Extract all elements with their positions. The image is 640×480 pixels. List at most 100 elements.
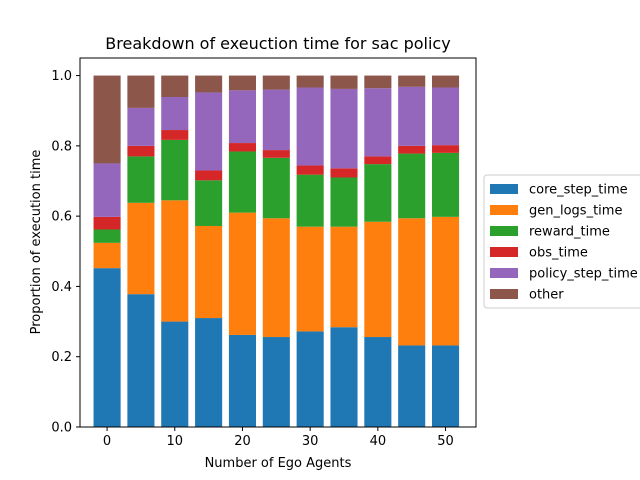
- bar-segment-obs_time-x30: [296, 165, 324, 175]
- legend-label-other: other: [529, 288, 564, 303]
- bar-segment-gen_logs_time-x45: [398, 218, 426, 346]
- bar-segment-reward_time-x5: [127, 156, 155, 203]
- bar-segment-other-x25: [262, 75, 290, 90]
- legend-label-policy_step_time: policy_step_time: [529, 267, 638, 282]
- bar-segment-core_step_time-x20: [228, 334, 256, 427]
- bar-segment-obs_time-x0: [93, 216, 121, 230]
- x-tick-label: 50: [437, 434, 454, 449]
- bar-segment-reward_time-x35: [330, 177, 358, 227]
- bar-segment-other-x20: [228, 75, 256, 91]
- bar-segment-reward_time-x10: [161, 139, 189, 201]
- legend-swatch-other: [490, 289, 518, 299]
- bar-segment-core_step_time-x35: [330, 327, 358, 427]
- bar-segment-gen_logs_time-x20: [228, 212, 256, 335]
- bar-segment-policy_step_time-x30: [296, 87, 324, 166]
- legend-label-gen_logs_time: gen_logs_time: [529, 204, 622, 219]
- bar-segment-reward_time-x45: [398, 153, 426, 219]
- bar-segment-other-x40: [364, 75, 392, 89]
- bar-segment-obs_time-x10: [161, 130, 189, 140]
- bar-segment-reward_time-x25: [262, 157, 290, 219]
- legend-swatch-reward_time: [490, 226, 518, 236]
- bar-segment-core_step_time-x45: [398, 345, 426, 427]
- bar-segment-obs_time-x5: [127, 145, 155, 157]
- bar-segment-gen_logs_time-x0: [93, 242, 121, 269]
- plot-frame: [79, 57, 477, 428]
- bar-segment-core_step_time-x10: [161, 321, 189, 427]
- y-tick-label: 0.8: [51, 139, 72, 154]
- legend-label-obs_time: obs_time: [529, 246, 588, 261]
- legend-swatch-core_step_time: [490, 184, 518, 194]
- bar-segment-obs_time-x40: [364, 156, 392, 165]
- y-axis-ticks: 0.0 0.2 0.4 0.6 0.8 1.0: [51, 69, 80, 436]
- bar-segment-reward_time-x30: [296, 174, 324, 227]
- bar-segment-core_step_time-x5: [127, 294, 155, 427]
- legend-swatch-policy_step_time: [490, 268, 518, 278]
- bar-segment-other-x35: [330, 75, 358, 89]
- legend-label-core_step_time: core_step_time: [529, 183, 628, 198]
- bar-segment-obs_time-x50: [432, 145, 460, 153]
- bar-segment-core_step_time-x0: [93, 268, 121, 427]
- bar-segment-obs_time-x20: [228, 143, 256, 152]
- bar-segment-gen_logs_time-x35: [330, 226, 358, 328]
- bar-segment-other-x5: [127, 75, 155, 108]
- y-tick-label: 1.0: [51, 69, 72, 84]
- bar-segment-other-x45: [398, 75, 426, 87]
- x-axis-label: Number of Ego Agents: [205, 456, 352, 471]
- bar-segment-policy_step_time-x20: [228, 90, 256, 144]
- bar-segment-gen_logs_time-x5: [127, 202, 155, 295]
- legend-box: [483, 174, 640, 309]
- bar-segment-gen_logs_time-x30: [296, 226, 324, 332]
- x-tick-label: 20: [234, 434, 251, 449]
- bar-segment-policy_step_time-x15: [195, 92, 223, 171]
- bar-segment-gen_logs_time-x10: [161, 200, 189, 322]
- bar-segment-gen_logs_time-x40: [364, 221, 392, 338]
- bar-segment-obs_time-x25: [262, 150, 290, 158]
- bar-segment-policy_step_time-x35: [330, 88, 358, 169]
- legend-swatch-obs_time: [490, 247, 518, 257]
- bar-segment-policy_step_time-x25: [262, 89, 290, 151]
- bar-segment-core_step_time-x25: [262, 337, 290, 427]
- bar-segment-gen_logs_time-x15: [195, 225, 223, 319]
- bar-segment-other-x15: [195, 75, 223, 93]
- bar-segment-reward_time-x50: [432, 152, 460, 217]
- bar-segment-other-x10: [161, 75, 189, 98]
- y-tick-label: 0.6: [51, 210, 72, 225]
- bar-segment-reward_time-x0: [93, 229, 121, 243]
- y-tick-label: 0.0: [51, 421, 72, 436]
- legend-swatch-gen_logs_time: [490, 205, 518, 215]
- bar-segment-core_step_time-x50: [432, 345, 460, 427]
- bar-segment-policy_step_time-x50: [432, 87, 460, 146]
- bars-layer: [93, 75, 460, 427]
- x-tick-label: 40: [370, 434, 387, 449]
- bar-segment-obs_time-x15: [195, 170, 223, 181]
- bar-segment-other-x0: [93, 75, 121, 164]
- bar-segment-other-x30: [296, 75, 324, 88]
- bar-segment-reward_time-x15: [195, 180, 223, 226]
- bar-segment-core_step_time-x40: [364, 337, 392, 427]
- bar-segment-reward_time-x20: [228, 151, 256, 213]
- bar-segment-policy_step_time-x10: [161, 97, 189, 131]
- bar-segment-reward_time-x40: [364, 164, 392, 222]
- x-tick-label: 10: [166, 434, 183, 449]
- y-tick-label: 0.2: [51, 350, 72, 365]
- bar-segment-obs_time-x35: [330, 168, 358, 178]
- chart-title: Breakdown of exeuction time for sac poli…: [105, 34, 450, 53]
- bar-segment-core_step_time-x30: [296, 331, 324, 427]
- bar-segment-policy_step_time-x45: [398, 86, 426, 146]
- y-axis-label: Proportion of execution time: [29, 150, 44, 335]
- legend-label-reward_time: reward_time: [529, 225, 610, 240]
- x-tick-label: 30: [302, 434, 319, 449]
- x-axis-ticks: 0 10 20 30 40 50: [103, 427, 454, 449]
- bar-segment-obs_time-x45: [398, 145, 426, 154]
- legend: core_step_time gen_logs_time reward_timeob…: [483, 174, 640, 309]
- bar-segment-gen_logs_time-x25: [262, 218, 290, 338]
- bar-segment-policy_step_time-x5: [127, 107, 155, 146]
- bar-segment-policy_step_time-x40: [364, 88, 392, 157]
- bar-segment-policy_step_time-x0: [93, 163, 121, 217]
- bar-segment-gen_logs_time-x50: [432, 216, 460, 346]
- bar-segment-other-x50: [432, 75, 460, 88]
- x-tick-label: 0: [103, 434, 111, 449]
- y-tick-label: 0.4: [51, 280, 72, 295]
- bar-segment-core_step_time-x15: [195, 318, 223, 427]
